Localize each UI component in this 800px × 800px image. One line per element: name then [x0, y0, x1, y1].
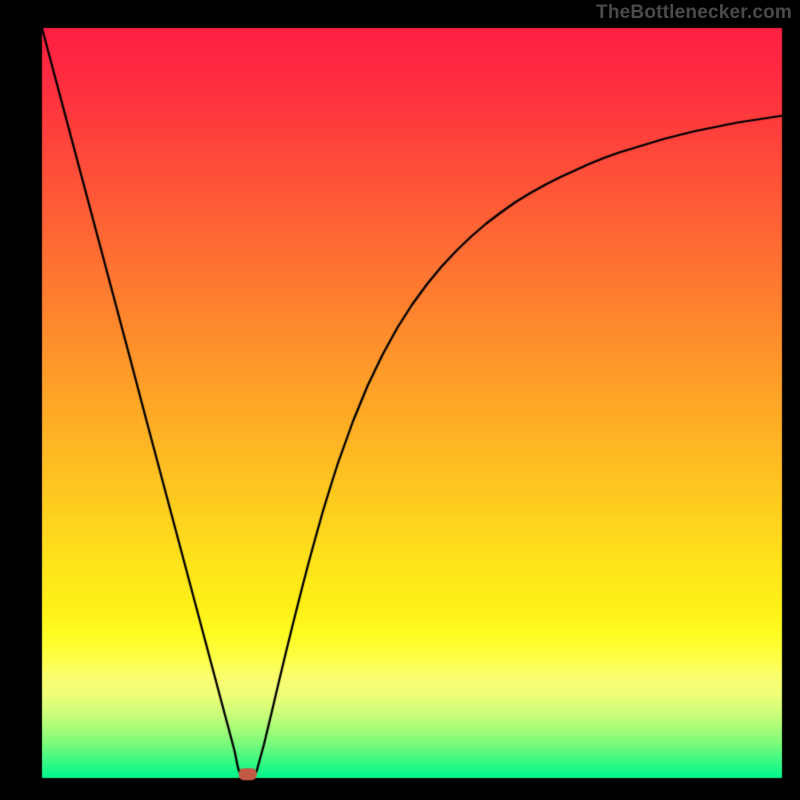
- watermark-label: TheBottlenecker.com: [596, 2, 792, 24]
- chart-container: TheBottlenecker.com: [0, 0, 800, 800]
- bottleneck-chart-canvas: [0, 0, 800, 800]
